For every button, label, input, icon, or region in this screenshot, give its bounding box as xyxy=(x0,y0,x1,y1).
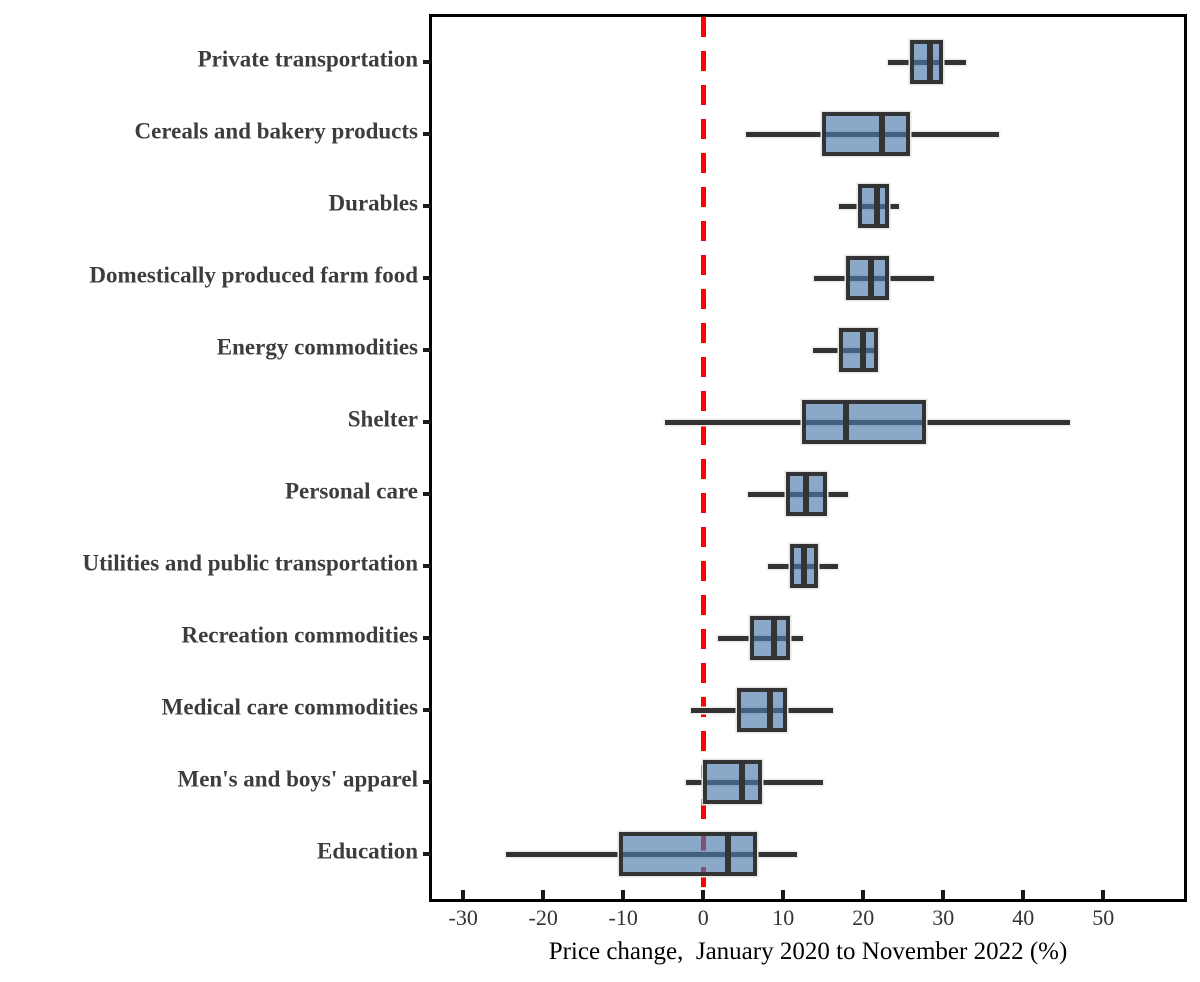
x-tick xyxy=(1021,890,1025,899)
median-line xyxy=(873,188,880,224)
box xyxy=(619,832,757,876)
x-tick-label: -10 xyxy=(608,905,638,930)
category-label: Durables xyxy=(328,190,418,216)
x-tick-label: 40 xyxy=(1012,905,1035,930)
category-label: Medical care commodities xyxy=(161,694,418,720)
y-tick xyxy=(423,564,431,568)
median-line xyxy=(801,548,807,584)
y-tick xyxy=(423,636,431,640)
y-tick xyxy=(423,276,431,280)
x-tick xyxy=(861,890,865,899)
y-tick xyxy=(423,348,431,352)
x-tick-label: 0 xyxy=(697,905,709,930)
y-tick xyxy=(423,60,431,64)
box xyxy=(736,688,788,732)
box xyxy=(845,256,889,300)
y-tick xyxy=(423,492,431,496)
box xyxy=(750,616,790,660)
median-line xyxy=(725,836,731,872)
category-label: Men's and boys' apparel xyxy=(177,766,419,792)
median-line xyxy=(771,620,778,656)
category-label: Utilities and public transportation xyxy=(82,550,418,576)
category-label: Personal care xyxy=(284,478,418,504)
y-tick xyxy=(423,420,431,424)
category-label: Cereals and bakery products xyxy=(134,118,418,144)
box xyxy=(839,328,878,372)
x-tick-label: 30 xyxy=(932,905,955,930)
box xyxy=(801,400,927,444)
median-line xyxy=(738,764,745,800)
y-tick xyxy=(423,780,431,784)
median-line xyxy=(878,116,885,152)
plot-area xyxy=(423,14,1187,902)
x-tick xyxy=(1101,890,1105,899)
x-tick-label: 10 xyxy=(772,905,795,930)
x-tick-label: -30 xyxy=(448,905,478,930)
x-tick xyxy=(701,890,705,899)
median-line xyxy=(766,692,773,728)
y-tick xyxy=(423,708,431,712)
x-tick xyxy=(541,890,545,899)
box xyxy=(821,112,911,156)
x-axis-title: Price change, January 2020 to November 2… xyxy=(548,938,1068,965)
y-tick xyxy=(423,852,431,856)
category-label: Domestically produced farm food xyxy=(89,262,418,288)
median-line xyxy=(843,404,850,440)
x-tick xyxy=(941,890,945,899)
category-label: Education xyxy=(317,838,418,864)
x-tick-label: 50 xyxy=(1092,905,1115,930)
category-label: Energy commodities xyxy=(216,334,418,360)
x-tick xyxy=(461,890,465,899)
median-line xyxy=(868,260,875,296)
x-tick-label: 20 xyxy=(852,905,875,930)
category-label: Shelter xyxy=(347,406,418,432)
x-tick-label: -20 xyxy=(528,905,558,930)
median-line xyxy=(860,332,867,368)
category-label: Recreation commodities xyxy=(181,622,418,648)
box xyxy=(703,760,763,804)
x-tick xyxy=(621,890,625,899)
category-label: Private transportation xyxy=(197,46,418,72)
y-tick xyxy=(423,204,431,208)
zero-reference-line xyxy=(700,17,706,899)
median-line xyxy=(926,44,933,80)
box xyxy=(857,184,889,228)
median-line xyxy=(803,476,810,512)
plot-inner xyxy=(423,17,1184,899)
x-tick xyxy=(781,890,785,899)
y-tick xyxy=(423,132,431,136)
